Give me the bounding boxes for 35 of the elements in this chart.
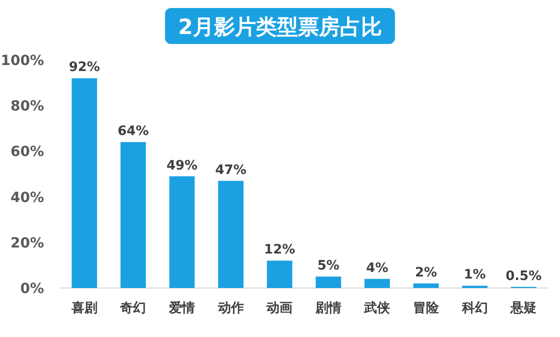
x-tick-label: 剧情 (314, 301, 342, 316)
y-tick-label: 0% (20, 281, 44, 297)
x-tick-label: 喜剧 (70, 301, 98, 316)
bar (169, 176, 195, 288)
chart-title: 2月影片类型票房占比 (178, 15, 382, 39)
y-tick-label: 20% (10, 235, 44, 252)
data-label: 4% (366, 260, 388, 276)
x-tick-label: 悬疑 (510, 301, 537, 316)
x-tick-label: 动作 (216, 301, 244, 316)
x-tick-label: 科幻 (460, 301, 488, 316)
data-label: 2% (414, 265, 438, 280)
data-label: 1% (464, 268, 486, 283)
data-label: 47% (215, 162, 246, 178)
x-tick-label: 武侠 (363, 301, 390, 316)
y-tick-label: 80% (10, 98, 44, 115)
bar (120, 142, 146, 288)
bar (364, 278, 390, 288)
data-label: 92% (68, 60, 100, 76)
x-tick-label: 奇幻 (119, 301, 146, 316)
bar (266, 260, 292, 288)
x-tick-label: 爱情 (168, 300, 195, 316)
x-tick-label: 动画 (266, 301, 293, 316)
y-tick-label: 100% (0, 53, 44, 69)
y-tick-label: 60% (10, 144, 44, 160)
bar (218, 180, 244, 288)
data-label: 12% (264, 242, 296, 258)
bar (316, 276, 342, 288)
x-tick-label: 冒险 (413, 301, 440, 316)
data-label: 64% (118, 124, 149, 140)
data-label: 5% (317, 258, 340, 274)
data-label: 49% (166, 158, 198, 174)
data-label: 0.5% (506, 268, 542, 284)
bar (72, 78, 98, 288)
y-tick-label: 40% (10, 190, 44, 206)
bar (413, 283, 439, 288)
